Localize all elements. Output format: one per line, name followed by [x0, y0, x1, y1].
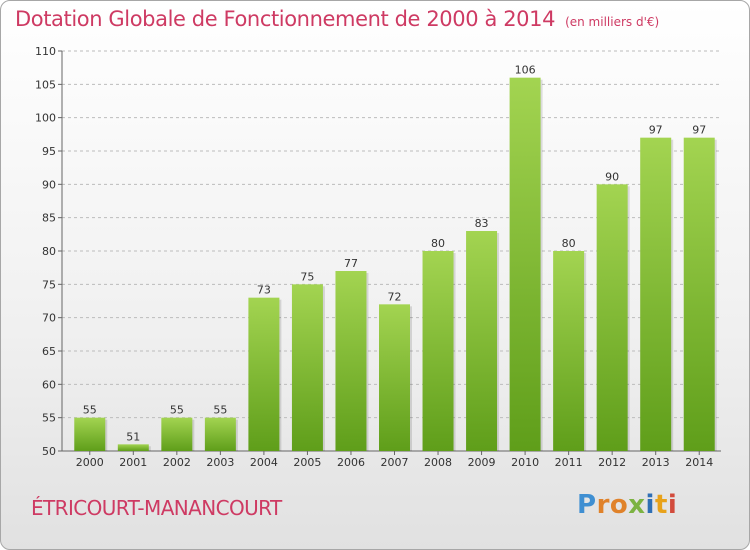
bar	[553, 251, 585, 451]
x-tick-label: 2012	[598, 456, 626, 469]
bar	[335, 271, 367, 451]
y-tick-label: 90	[42, 178, 56, 191]
logo-letter: i	[645, 490, 655, 520]
bar-value-label: 83	[475, 217, 489, 230]
bar	[379, 304, 410, 451]
proxiti-logo: Proxiti	[577, 490, 677, 520]
x-tick-label: 2010	[511, 456, 539, 469]
bar-value-label: 55	[170, 404, 184, 417]
bar-value-label: 80	[431, 237, 445, 250]
bar	[248, 297, 280, 451]
bar-value-label: 106	[515, 64, 536, 77]
y-tick-label: 60	[42, 378, 56, 391]
x-tick-label: 2001	[119, 456, 147, 469]
y-tick-label: 55	[42, 412, 56, 425]
bar-value-label: 55	[213, 404, 227, 417]
bar	[466, 231, 498, 451]
bar-value-label: 97	[692, 124, 706, 137]
bar-value-label: 75	[300, 270, 314, 283]
x-tick-label: 2000	[76, 456, 104, 469]
y-tick-label: 105	[35, 78, 56, 91]
bar	[640, 137, 672, 451]
bar-value-label: 72	[388, 290, 402, 303]
commune-name: ÉTRICOURT-MANANCOURT	[31, 496, 282, 520]
x-tick-label: 2008	[424, 456, 452, 469]
bar-value-label: 90	[605, 170, 619, 183]
x-tick-label: 2002	[163, 456, 191, 469]
y-tick-label: 70	[42, 312, 56, 325]
x-tick-label: 2013	[642, 456, 670, 469]
y-tick-label: 65	[42, 345, 56, 358]
chart-title: Dotation Globale de Fonctionnement de 20…	[15, 7, 556, 31]
bar-value-label: 97	[649, 124, 663, 137]
y-tick-label: 100	[35, 112, 56, 125]
bar	[509, 77, 541, 452]
unit-note: (en milliers d'€)	[565, 15, 660, 29]
x-tick-label: 2005	[293, 456, 321, 469]
logo-letter: o	[609, 490, 629, 520]
bar-value-label: 55	[83, 404, 97, 417]
logo-letter: P	[577, 490, 597, 520]
bar-value-label: 73	[257, 284, 271, 297]
x-tick-label: 2003	[206, 456, 234, 469]
logo-letter: x	[628, 490, 646, 520]
bar	[422, 251, 454, 451]
y-tick-label: 75	[42, 278, 56, 291]
logo-letter: t	[654, 490, 668, 520]
bar	[161, 417, 193, 451]
bar	[204, 417, 236, 451]
chart-title-block: Dotation Globale de Fonctionnement de 20…	[15, 7, 659, 31]
bar	[117, 444, 149, 451]
x-tick-label: 2004	[250, 456, 278, 469]
x-tick-label: 2009	[468, 456, 496, 469]
logo-letter: i	[667, 490, 678, 520]
bar-value-label: 77	[344, 257, 358, 270]
bar-value-label: 80	[562, 237, 576, 250]
y-tick-label: 85	[42, 212, 56, 225]
y-tick-label: 80	[42, 245, 56, 258]
x-tick-label: 2007	[381, 456, 409, 469]
bar	[74, 417, 106, 451]
x-tick-label: 2014	[685, 456, 713, 469]
x-tick-label: 2006	[337, 456, 365, 469]
logo-letter: r	[596, 490, 610, 520]
bar	[291, 284, 323, 451]
bar	[596, 184, 628, 452]
y-tick-label: 110	[35, 45, 56, 58]
bar	[683, 137, 715, 451]
y-tick-label: 50	[42, 445, 56, 458]
y-tick-label: 95	[42, 145, 56, 158]
x-tick-label: 2011	[555, 456, 583, 469]
bar-value-label: 51	[126, 430, 140, 443]
